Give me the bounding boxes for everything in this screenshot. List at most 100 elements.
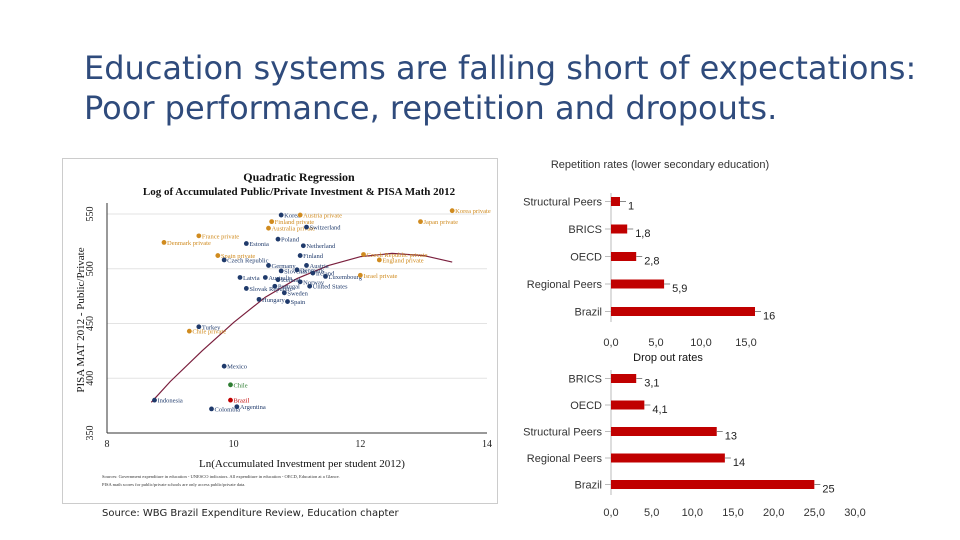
repetition-bar-oecd [611, 252, 637, 261]
dropout-value-label: 4,1 [652, 404, 667, 416]
scatter-point-label: Luxembourg [329, 274, 363, 281]
scatter-point-label: Austria [310, 263, 329, 270]
scatter-point-label: Hungary [262, 297, 285, 304]
scatter-point-label: Finland [303, 253, 324, 260]
scatter-point-label: Poland [281, 237, 300, 244]
scatter-border [62, 158, 498, 504]
scatter-point-australia [262, 275, 268, 280]
scatter-point-label: Sweden [287, 290, 308, 297]
scatter-point-label: Argentina [240, 404, 266, 411]
repetition-category-label: Regional Peers [527, 279, 603, 291]
scatter-point-label: England private [382, 257, 423, 264]
dropout-value-label: 13 [725, 431, 737, 443]
slide-title-line-1: Education systems are falling short of e… [84, 49, 917, 87]
scatter-point-sweden [281, 290, 287, 296]
dropout-x-tick: 25,0 [804, 507, 825, 519]
scatter-point-ireland [310, 270, 316, 276]
dropout-category-label: Brazil [574, 480, 602, 492]
repetition-value-label: 1 [628, 201, 634, 213]
scatter-point-austria-private [297, 212, 303, 218]
scatter-point-label: Slovak Republic [249, 286, 292, 293]
scatter-point-united-states [307, 283, 313, 289]
scatter-footnote-2: PISA math scores for public/private scho… [102, 482, 245, 487]
repetition-bar-brics [611, 224, 628, 234]
scatter-point-poland [275, 236, 281, 242]
scatter-point-label: Turkey [202, 324, 221, 331]
repetition-x-tick: 5,0 [648, 337, 663, 349]
repetition-bar-structural-peers [611, 197, 620, 206]
dropout-value-label: 25 [822, 484, 834, 496]
scatter-point-label: Germany [272, 263, 297, 270]
scatter-y-tick: 500 [85, 261, 96, 276]
scatter-point-label: Portugal [278, 284, 300, 291]
scatter-point-japan-private [418, 219, 423, 225]
repetition-bar-regional-peers [611, 279, 665, 289]
repetition-value-label: 16 [763, 311, 775, 323]
source-note: Source: WBG Brazil Expenditure Review, E… [102, 508, 399, 519]
scatter-point-label: Brazil [234, 398, 250, 405]
slide-title-line-2: Poor performance, repetition and dropout… [84, 89, 778, 127]
dropout-value-label: 14 [733, 457, 745, 469]
dropout-category-label: OECD [570, 400, 602, 412]
scatter-point-slovak-republic [243, 286, 249, 291]
scatter-x-tick: 8 [105, 439, 110, 450]
dropout-bar-structural-peers [611, 427, 717, 436]
dropout-bar-oecd [611, 400, 645, 410]
scatter-x-axis-label: Ln(Accumulated Investment per student 20… [199, 458, 405, 470]
dropout-bar-chart: BRICS 3,1 OECD 4,1 Structural Peers 13 Regiona… [523, 370, 866, 519]
scatter-point-israel-private [357, 272, 363, 278]
scatter-point-label: Switzerland [310, 225, 342, 232]
scatter-x-tick: 10 [229, 439, 239, 450]
scatter-point-indonesia [152, 397, 157, 403]
scatter-point-label: Mexico [227, 364, 247, 371]
scatter-point-label: France private [202, 233, 239, 240]
repetition-x-tick: 15,0 [735, 337, 756, 349]
scatter-point-portugal [272, 283, 278, 289]
scatter-point-france-private [196, 233, 202, 239]
scatter-point-norway [297, 279, 303, 285]
scatter-point-denmark-private [161, 240, 167, 245]
scatter-point-hungary [256, 296, 262, 302]
scatter-point-label: Netherland [306, 243, 336, 250]
dropout-x-tick: 15,0 [722, 507, 743, 519]
dropout-x-tick: 10,0 [682, 507, 703, 519]
scatter-point-label: Iceland [281, 277, 301, 284]
repetition-x-tick: 10,0 [690, 337, 711, 349]
dropout-value-label: 3,1 [644, 378, 659, 390]
dropout-x-tick: 30,0 [844, 507, 865, 519]
scatter-footnote-1: Sources: Government expenditure in educa… [102, 474, 340, 480]
scatter-point-label: Denmark private [167, 240, 211, 247]
repetition-x-tick: 0,0 [603, 337, 618, 349]
scatter-point-latvia [237, 275, 243, 280]
scatter-point-label: Slovenia [284, 268, 307, 275]
scatter-point-label: Australia [268, 275, 292, 282]
scatter-point-colombia [209, 406, 214, 412]
scatter-x-tick: 14 [482, 439, 492, 450]
scatter-y-axis-label: PISA MAT 2012 - Public/Private [75, 247, 87, 392]
scatter-point-austria [304, 263, 309, 268]
slide-title: Education systems are falling short of e… [84, 48, 944, 128]
dropout-x-tick: 0,0 [603, 507, 618, 519]
scatter-title: Quadratic Regression [243, 170, 355, 184]
repetition-category-label: BRICS [568, 224, 602, 236]
repetition-value-label: 1,8 [635, 228, 650, 240]
scatter-point-spain [285, 299, 290, 304]
scatter-point-chile [228, 382, 233, 388]
repetition-category-label: Brazil [574, 307, 602, 319]
scatter-point-korea-private [449, 208, 455, 214]
dropout-category-label: Structural Peers [523, 427, 602, 439]
scatter-point-australia-private [266, 225, 271, 231]
scatter-point-turkey [196, 324, 202, 330]
scatter-point-estonia [243, 241, 249, 246]
dropout-chart-title: Drop out rates [633, 352, 703, 364]
scatter-y-tick: 350 [85, 426, 96, 441]
repetition-value-label: 2,8 [644, 256, 659, 268]
scatter-point-label: Australia private [272, 226, 316, 233]
scatter-point-label: Latvia [243, 275, 260, 282]
scatter-y-tick: 400 [85, 371, 96, 386]
scatter-point-germany [266, 263, 271, 268]
scatter-x-tick: 12 [355, 439, 365, 450]
scatter-plot-area: 350 400 450 500 550 8 10 12 14 Korea private Japan… [85, 203, 492, 450]
dropout-x-tick: 5,0 [644, 507, 659, 519]
dropout-category-label: BRICS [568, 374, 602, 386]
